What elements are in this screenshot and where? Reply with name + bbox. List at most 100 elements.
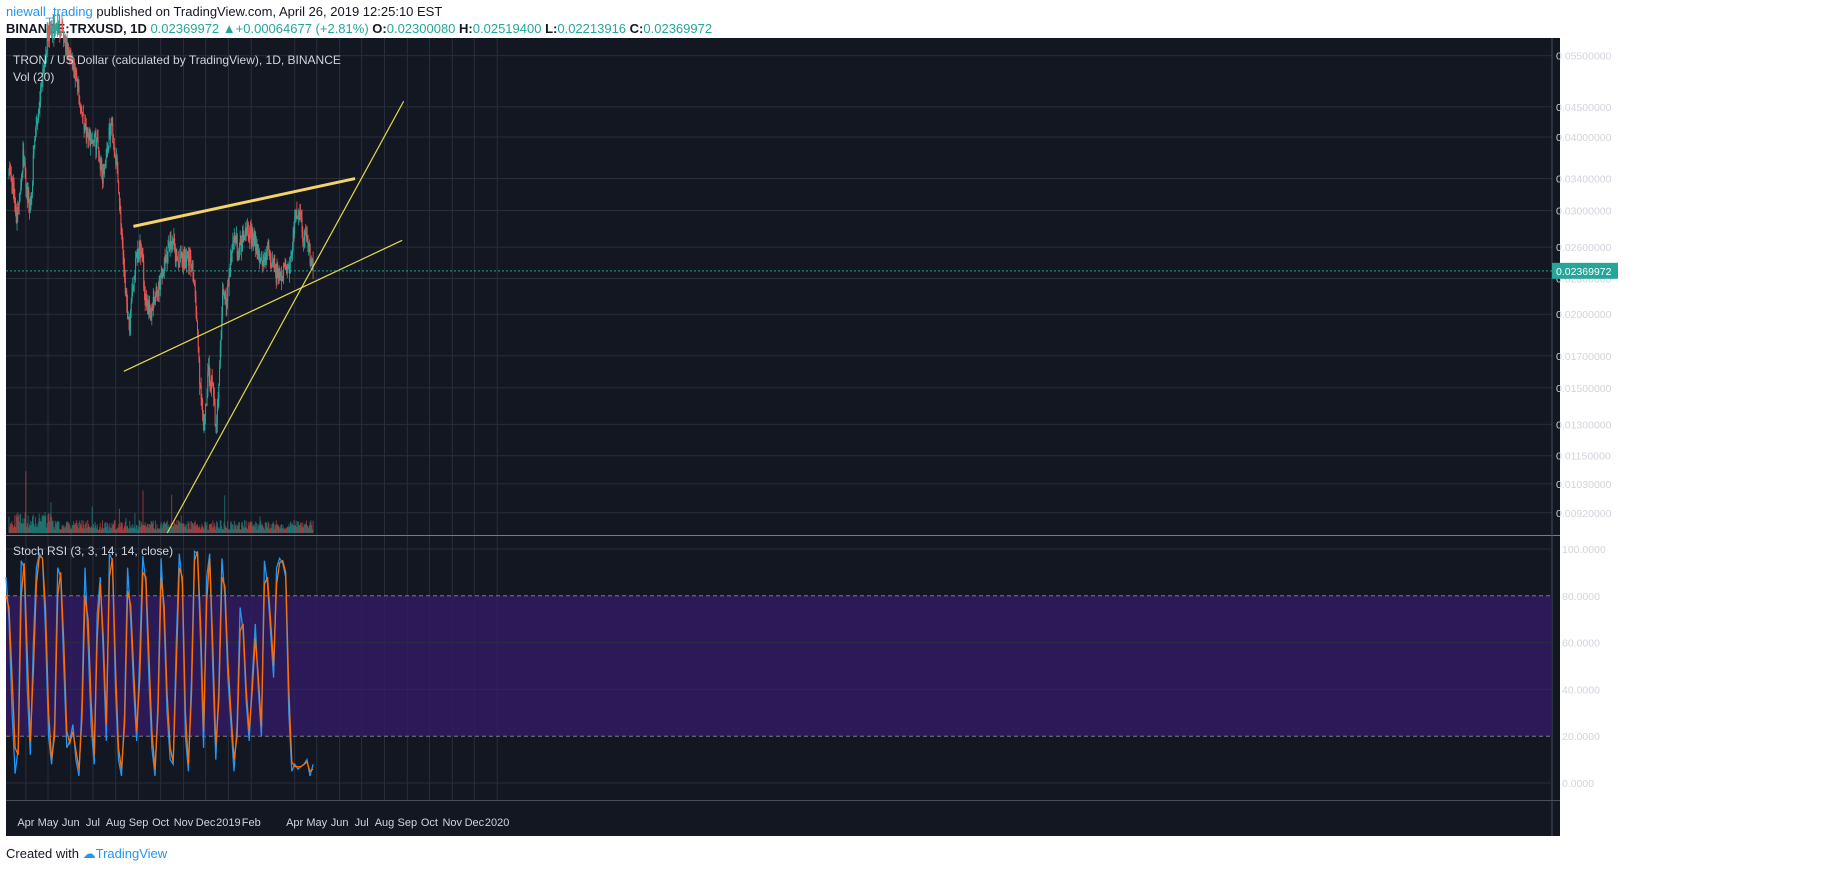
- candle-body: [104, 167, 106, 170]
- volume-bar: [244, 520, 246, 533]
- candle-body: [233, 234, 235, 241]
- candle-body: [201, 399, 203, 401]
- volume-bar: [112, 525, 114, 533]
- candle-body: [300, 212, 302, 216]
- candle-body: [277, 264, 279, 272]
- volume-bar: [29, 524, 31, 533]
- volume-bar: [32, 514, 34, 533]
- candle-body: [308, 243, 310, 248]
- volume-bar: [82, 520, 84, 533]
- volume-bar: [217, 528, 219, 533]
- volume-bar: [143, 525, 145, 533]
- candle-body: [68, 53, 70, 60]
- candle-body: [52, 20, 54, 30]
- candle-body: [205, 404, 207, 406]
- volume-bar: [306, 525, 308, 533]
- candle-body: [101, 172, 103, 184]
- volume-bar: [208, 524, 210, 533]
- tradingview-brand-link[interactable]: TradingView: [95, 846, 168, 861]
- volume-bar: [159, 529, 161, 533]
- volume-bar: [270, 524, 272, 533]
- candle-body: [15, 213, 17, 223]
- volume-bar: [137, 529, 139, 533]
- volume-bar: [256, 529, 258, 533]
- volume-bar: [194, 522, 196, 533]
- candle-body: [90, 139, 92, 146]
- candle-body: [239, 239, 241, 246]
- volume-bar: [59, 529, 61, 533]
- volume-bar: [164, 523, 166, 533]
- candle-body: [182, 254, 184, 269]
- candle-body: [235, 240, 237, 244]
- volume-bar: [266, 522, 268, 533]
- candle-body: [263, 256, 265, 263]
- volume-bar: [204, 521, 206, 533]
- volume-bar: [266, 527, 268, 533]
- candle-body: [166, 255, 168, 262]
- volume-bar: [30, 524, 32, 533]
- candle-body: [205, 404, 207, 415]
- published-text: published on TradingView.com, April 26, …: [96, 4, 443, 19]
- candle-body: [311, 260, 313, 266]
- candle-body: [143, 261, 145, 288]
- volume-bar: [229, 529, 231, 533]
- candle-body: [26, 185, 28, 201]
- volume-bar: [34, 526, 36, 533]
- volume-bar: [71, 524, 73, 533]
- candle-body: [281, 280, 283, 282]
- volume-bar: [233, 529, 235, 533]
- candle-body: [152, 297, 154, 311]
- candle-body: [85, 127, 87, 140]
- x-tick-label: Sep: [398, 817, 418, 829]
- volume-bar: [298, 524, 300, 533]
- volume-bar: [99, 527, 101, 533]
- volume-bar: [303, 527, 305, 533]
- candle-body: [46, 28, 48, 53]
- x-tick-label: May: [306, 817, 327, 829]
- candle-body: [64, 35, 66, 40]
- volume-bar: [212, 520, 214, 533]
- candle-body: [16, 212, 18, 223]
- volume-bar: [23, 523, 25, 533]
- volume-bar: [221, 526, 223, 533]
- candle-body: [96, 140, 98, 150]
- candle-body: [110, 125, 112, 140]
- candle-body: [180, 253, 182, 255]
- author-link[interactable]: niewall_trading: [6, 4, 93, 19]
- candle-body: [107, 147, 109, 152]
- footer: Created with ☁TradingView: [6, 846, 167, 862]
- stoch-d-line: [5, 551, 314, 773]
- volume-bar: [191, 521, 193, 533]
- candle-body: [116, 156, 118, 171]
- volume-bar: [207, 529, 209, 533]
- trendline-upper-resistance: [133, 177, 356, 228]
- candle-body: [34, 140, 36, 148]
- volume-bar: [247, 522, 249, 533]
- volume-bar: [303, 524, 305, 533]
- volume-bar: [42, 516, 44, 533]
- candle-body: [184, 255, 186, 264]
- volume-bar: [117, 528, 119, 533]
- volume-bar: [22, 518, 24, 533]
- candle-body: [47, 28, 49, 33]
- candle-body: [43, 60, 45, 72]
- volume-bar: [294, 525, 296, 533]
- candle-body: [291, 251, 293, 256]
- candle-body: [178, 264, 180, 266]
- candle-body: [159, 279, 161, 289]
- volume-bar: [288, 524, 290, 533]
- candle-body: [135, 257, 137, 274]
- x-tick-label: Oct: [421, 817, 438, 829]
- volume-bar: [209, 524, 211, 533]
- volume-bar: [258, 523, 260, 533]
- candle-body: [255, 234, 257, 251]
- volume-bar: [145, 525, 147, 533]
- candle-body: [33, 147, 35, 155]
- volume-bar: [57, 521, 59, 533]
- candle-body: [40, 87, 42, 100]
- candle-body: [138, 252, 140, 261]
- volume-bar: [8, 516, 10, 533]
- candle-body: [244, 236, 246, 240]
- volume-bar: [260, 520, 262, 533]
